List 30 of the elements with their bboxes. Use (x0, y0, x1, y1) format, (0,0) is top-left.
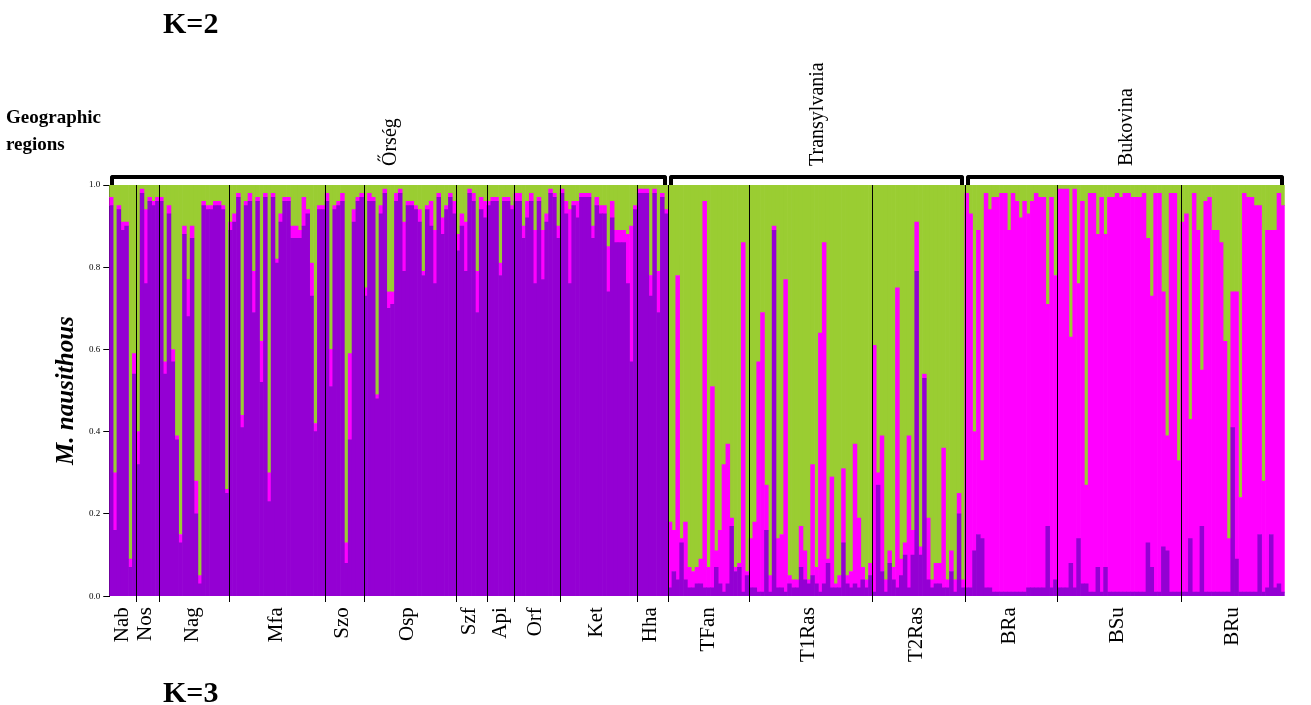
x-tick-label: Szo (328, 607, 353, 639)
y-tick-label: 0.2 (89, 508, 101, 519)
y-tick-label: 0.8 (89, 261, 101, 272)
text: Geographic regions (6, 106, 101, 154)
x-tick-label: T2Ras (903, 607, 928, 662)
x-tick-label: Nos (132, 607, 157, 642)
x-tick-label: Szf (456, 607, 481, 636)
x-tick-label: Orf (521, 607, 546, 637)
x-tick-label: T1Ras (795, 607, 820, 662)
x-tick-label: Osp (394, 607, 419, 642)
x-tick-label: Hha (637, 606, 662, 643)
y-tick-label: 0.4 (89, 426, 101, 437)
y-axis-title: M. nausithous (51, 316, 79, 466)
x-tick-label: TFan (695, 606, 720, 652)
x-tick-label: BRu (1219, 606, 1244, 646)
y-tick-label: 0.0 (89, 590, 101, 601)
chart-title: K=2 (163, 6, 219, 39)
text: K=3 (163, 675, 219, 705)
text: Bukovina (1113, 88, 1136, 166)
x-tick-label: BSu (1103, 606, 1128, 644)
x-tick-label: Nag (178, 606, 203, 643)
x-tick-label: Nab (109, 607, 134, 643)
x-tick-label: Ket (583, 607, 608, 638)
y-tick-label: 1.0 (89, 179, 101, 190)
x-tick-label: BRa (995, 606, 1020, 645)
x-tick-label: Mfa (263, 606, 288, 643)
text: Őrség (376, 118, 401, 166)
x-tick-label: Api (486, 607, 511, 639)
text: Transylvania (805, 62, 829, 166)
y-tick-label: 0.6 (89, 343, 101, 354)
